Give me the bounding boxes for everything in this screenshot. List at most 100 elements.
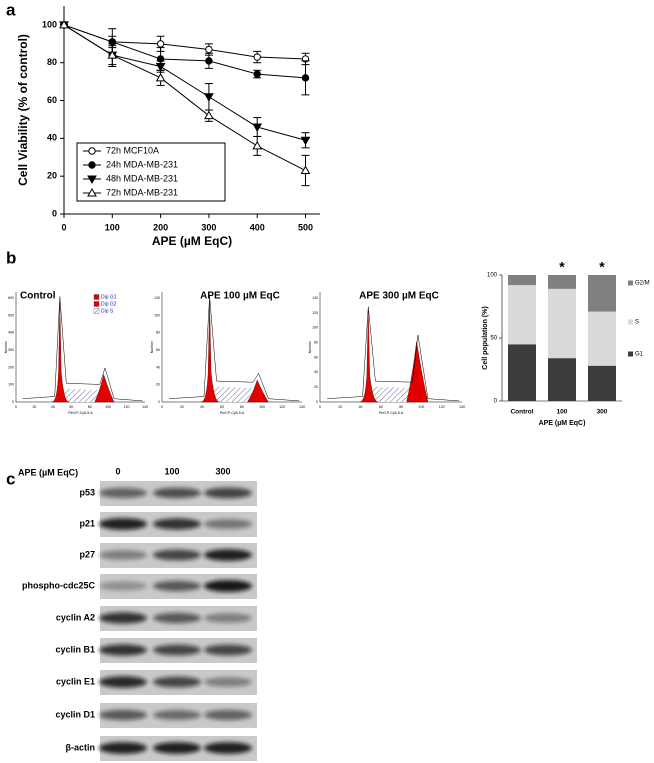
y-axis-label: Cell population (%) [482,306,489,369]
legend-label: G2/M [635,281,650,287]
blot-band [99,550,147,560]
y-tick-label: 0 [494,399,498,405]
blot-band [153,612,201,624]
y-tick-label: 400 [8,331,14,335]
legend-marker [87,187,97,197]
histogram-outline [168,296,300,402]
x-tick-label: 0 [15,405,17,409]
x-tick-label: 120 [124,405,130,409]
bar-segment [588,365,616,401]
bar-segment [548,275,576,289]
blot-band [153,518,201,530]
y-tick-label: 20 [314,385,318,389]
panel-label: a [6,0,16,19]
blot-band [204,549,252,561]
legend-swatch [628,280,633,286]
data-point [204,93,214,102]
y-axis-label: Number [4,340,8,353]
x-tick-label: 140 [459,405,465,409]
blot-band [99,612,147,624]
data-point [205,57,213,65]
blot-band [153,742,201,754]
phase-g2 [94,373,115,403]
y-tick-label: 80 [47,57,57,67]
data-point [107,50,118,59]
y-tick-label: 120 [154,296,160,300]
series-line [63,24,306,141]
y-tick-label: 140 [312,296,318,300]
phase-s [209,386,258,402]
blot-band [204,742,252,754]
blot-band [204,709,252,721]
data-point [253,53,261,61]
phase-g1 [52,300,69,403]
x-tick-label: 200 [153,222,168,232]
y-tick-label: 40 [156,365,160,369]
x-tick-label: 140 [142,405,148,409]
legend-label: S [635,320,639,326]
data-point [204,110,214,120]
legend-label: G1 [635,352,644,358]
phase-g1 [201,300,220,403]
x-tick-label: 40 [51,405,55,409]
y-tick-label: 600 [8,296,14,300]
y-tick-label: 0 [316,400,318,404]
x-tick-label: 60 [379,405,383,409]
x-tick-label: 140 [299,405,305,409]
legend-swatch [93,301,100,307]
panel-label: c [6,469,15,488]
bar-segment [508,275,536,286]
y-tick-label: 200 [8,365,14,369]
x-tick-label: 20 [32,405,36,409]
x-tick-label: 60 [69,405,73,409]
y-tick-label: 300 [8,348,14,352]
data-point [205,45,213,54]
x-tick-label: 60 [220,405,224,409]
x-tick-label: 120 [439,405,445,409]
data-point [252,123,263,133]
x-tick-label: 100 [557,409,568,416]
y-tick-label: 100 [154,313,160,317]
x-tick-label: 40 [200,405,204,409]
y-tick-label: 0 [52,208,57,218]
x-tick-label: 100 [419,405,425,409]
legend-label: 72h MDA-MB-231 [106,187,178,197]
annotation: * [599,259,605,275]
bar-segment [508,285,536,345]
legend-label: Dip S [101,308,114,314]
phase-g2 [247,379,269,403]
legend-label: 48h MDA-MB-231 [106,173,178,183]
x-tick-label: 20 [338,405,342,409]
plot-title: APE 100 µM EqC [200,291,280,302]
y-axis-label: Number [308,340,312,353]
protein-label: phospho-cdc25C [22,580,96,590]
y-tick-label: 20 [47,171,57,181]
data-point [155,63,166,72]
y-tick-label: 60 [156,348,160,352]
x-tick-label: 300 [201,222,216,232]
y-tick-label: 100 [312,326,318,330]
x-tick-label: 80 [399,405,403,409]
y-tick-label: 50 [490,336,497,342]
plot-title: APE 300 µM EqC [359,291,439,302]
x-tick-label: 120 [279,405,285,409]
data-point [155,72,166,82]
bar-segment [588,275,616,312]
data-point [156,40,165,48]
blot-band [204,644,252,656]
x-tick-label: 0 [319,405,321,409]
y-tick-label: 100 [42,19,57,29]
data-point [301,74,310,82]
legend-marker [88,161,96,169]
x-axis-label: APE (µM EqC) [539,420,586,427]
y-tick-label: 60 [314,355,318,359]
x-tick-label: 0 [61,222,66,232]
bar-segment [588,311,616,366]
series-line [63,24,306,60]
x-axis-label: PerCP-Cy5-5-A [220,411,245,415]
x-tick-label: 100 [259,405,265,409]
bar-segment [548,288,576,359]
blot-band [99,644,147,656]
blot-band [153,549,201,561]
